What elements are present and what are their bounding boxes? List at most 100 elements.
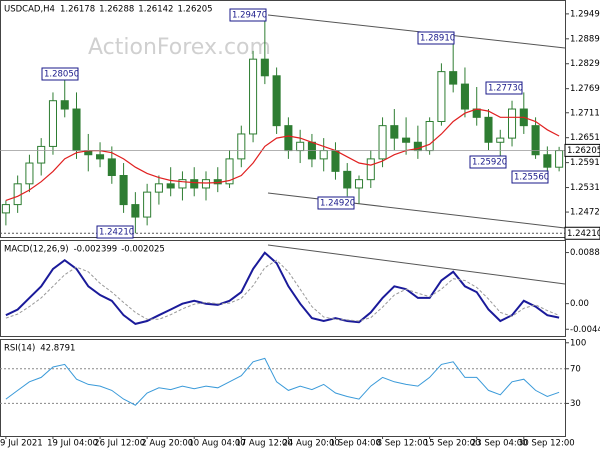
candle-body [249, 58, 258, 135]
candle-body [178, 179, 187, 189]
candle-body [354, 179, 364, 189]
candle-body [37, 145, 46, 164]
annotation: 1.24210 [99, 228, 134, 238]
annotation: 1.29470 [232, 11, 267, 21]
macd-trendline [267, 244, 566, 285]
x-tick-label: 23 Sep 04:00 [471, 439, 528, 449]
y-tick-label: 0.00 [570, 299, 589, 309]
support-box [564, 226, 600, 240]
header-value: 1.26288 [99, 5, 134, 15]
annotation: 1.24920 [320, 199, 355, 209]
y-tick-label: 30 [570, 399, 581, 409]
header-value: 1.26205 [177, 5, 212, 15]
indicator-line [5, 259, 560, 322]
candle-body [508, 108, 517, 139]
annotation-box [317, 196, 355, 210]
annotation: 1.27730 [488, 84, 523, 94]
candle-body [225, 158, 234, 185]
current-price-box [564, 143, 600, 157]
y-tick-label: 1.28890 [570, 34, 600, 44]
annotation-box [96, 225, 134, 239]
y-tick-label: 100 [570, 338, 586, 348]
x-tick-label: 9 Jul 2021 [0, 439, 43, 449]
x-tick-label: 19 Jul 04:00 [47, 439, 98, 449]
support-label: 1.24210 [567, 229, 600, 239]
candle-body [449, 71, 458, 85]
candle-body [131, 204, 140, 218]
y-tick-label: 1.29490 [570, 9, 600, 19]
header-value: -0.002025 [121, 245, 165, 255]
candle-body [13, 183, 22, 206]
candle-body [201, 179, 211, 189]
candle-body [331, 150, 340, 172]
annotation-box [485, 81, 523, 95]
header-value: 1.26178 [60, 5, 95, 15]
candle-body [319, 150, 328, 160]
x-tick-label: 15 Sep 20:00 [424, 439, 481, 449]
y-tick-label: 1.27690 [570, 84, 600, 94]
annotation-box [229, 8, 267, 22]
annotation-box [41, 67, 79, 81]
watermark: ActionForex.com [88, 35, 271, 60]
y-tick-label: -0.004416 [570, 325, 600, 335]
main-panel [0, 0, 566, 238]
candle-body [272, 75, 281, 127]
x-tick-label: 10 Aug 04:00 [188, 439, 245, 449]
x-tick-label: 1 Sep 04:00 [330, 439, 381, 449]
panel-title: USDCAD,H4 [4, 5, 55, 15]
header-value: 1.26142 [138, 5, 173, 15]
x-tick-label: 26 Jul 12:00 [94, 439, 145, 449]
candle-body [460, 83, 469, 110]
candle-body [96, 154, 105, 160]
candle-body [402, 137, 411, 143]
header-value: -0.002399 [74, 245, 118, 255]
candle-body [296, 141, 305, 152]
y-tick-label: 70 [570, 364, 581, 374]
candle-body [437, 71, 446, 122]
channel-lower [267, 192, 566, 229]
candle-body [531, 125, 540, 156]
candle-body [119, 175, 128, 206]
candle-body [555, 150, 564, 168]
candle-body [60, 100, 69, 110]
y-tick-label: 1.26510 [570, 133, 600, 143]
candle-body [378, 125, 387, 160]
annotation-box [417, 31, 455, 45]
panel-title: MACD(12,26,9) [4, 245, 69, 255]
candle-body [260, 58, 269, 77]
indicator-line [5, 357, 560, 406]
panel-title: RSI(14) [4, 344, 35, 354]
candle-body [496, 137, 505, 143]
candle-body [25, 162, 34, 185]
y-tick-label: 1.25310 [570, 183, 600, 193]
candle-body [143, 191, 152, 218]
candle-body [107, 158, 116, 177]
candle-body [166, 183, 175, 189]
indicator-line [5, 251, 560, 325]
candle-body [543, 154, 552, 168]
annotation: 1.28050 [44, 70, 79, 80]
x-tick-label: 24 Aug 20:00 [283, 439, 340, 449]
x-tick-label: 17 Aug 12:00 [235, 439, 292, 449]
y-tick-label: 0.008816 [570, 248, 600, 258]
candle-body [366, 158, 375, 181]
macd-panel [0, 240, 566, 337]
annotation: 1.28910 [420, 34, 455, 44]
current-price-label: 1.26205 [567, 146, 600, 156]
candle-body [72, 108, 81, 152]
candle-body [48, 100, 57, 147]
x-tick-label: 30 Sep 12:00 [518, 439, 575, 449]
candle-body [1, 204, 10, 214]
x-tick-label: 8 Sep 12:00 [377, 439, 428, 449]
rsi-panel [0, 339, 566, 437]
candle-body [284, 125, 293, 152]
candle-body [425, 120, 434, 152]
y-tick-label: 1.27110 [570, 108, 600, 118]
y-tick-label: 1.25910 [570, 158, 600, 168]
channel-upper [267, 14, 566, 49]
candle-body [390, 125, 399, 139]
annotation-box [511, 170, 549, 184]
candle-body [237, 133, 246, 160]
x-tick-label: 2 Aug 20:00 [141, 439, 193, 449]
